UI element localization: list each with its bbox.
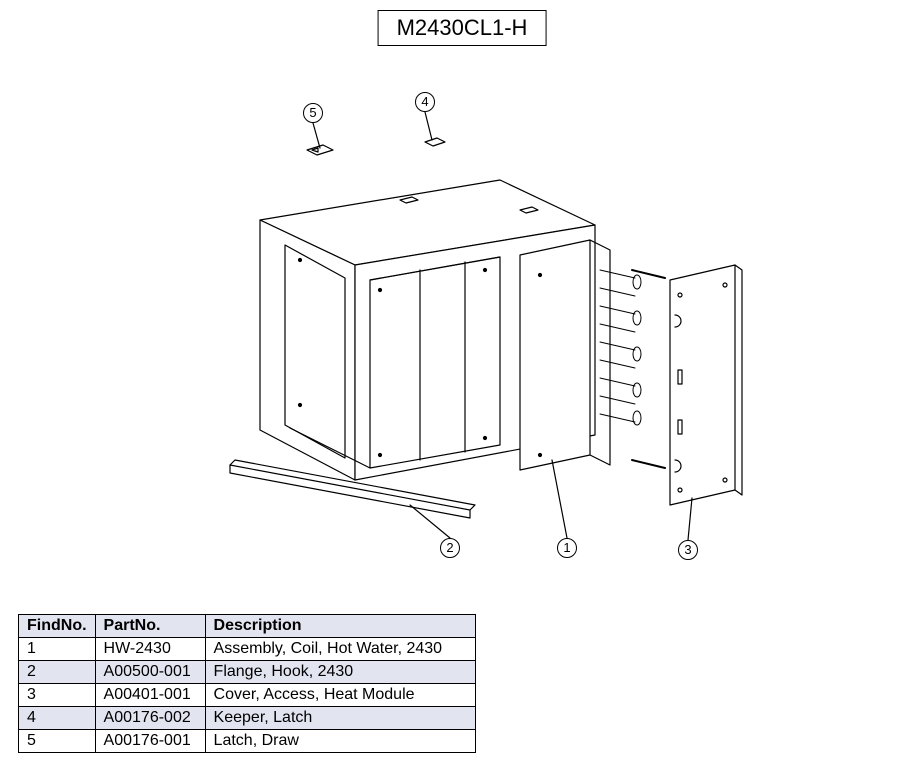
col-header-partno: PartNo. <box>95 615 205 638</box>
col-header-description: Description <box>205 615 475 638</box>
cell-find: 5 <box>19 730 96 753</box>
cell-part: A00401-001 <box>95 684 205 707</box>
cell-desc: Cover, Access, Heat Module <box>205 684 475 707</box>
cell-desc: Flange, Hook, 2430 <box>205 661 475 684</box>
callout-2: 2 <box>440 538 460 558</box>
callout-1: 1 <box>557 538 577 558</box>
callout-3: 3 <box>678 540 698 560</box>
cell-find: 1 <box>19 638 96 661</box>
exploded-diagram: 5 4 2 1 3 <box>0 60 924 600</box>
cell-desc: Latch, Draw <box>205 730 475 753</box>
diagram-svg <box>0 60 924 600</box>
cell-part: A00176-002 <box>95 707 205 730</box>
cell-find: 2 <box>19 661 96 684</box>
table-row: 2 A00500-001 Flange, Hook, 2430 <box>19 661 476 684</box>
parts-table: FindNo. PartNo. Description 1 HW-2430 As… <box>18 614 476 753</box>
table-row: 5 A00176-001 Latch, Draw <box>19 730 476 753</box>
cell-part: A00500-001 <box>95 661 205 684</box>
cell-desc: Keeper, Latch <box>205 707 475 730</box>
callout-5: 5 <box>303 103 323 123</box>
cell-find: 4 <box>19 707 96 730</box>
cell-part: A00176-001 <box>95 730 205 753</box>
model-title: M2430CL1-H <box>378 10 547 46</box>
cell-part: HW-2430 <box>95 638 205 661</box>
callout-4: 4 <box>415 92 435 112</box>
table-row: 1 HW-2430 Assembly, Coil, Hot Water, 243… <box>19 638 476 661</box>
col-header-findno: FindNo. <box>19 615 96 638</box>
table-row: 4 A00176-002 Keeper, Latch <box>19 707 476 730</box>
cell-find: 3 <box>19 684 96 707</box>
cell-desc: Assembly, Coil, Hot Water, 2430 <box>205 638 475 661</box>
table-row: 3 A00401-001 Cover, Access, Heat Module <box>19 684 476 707</box>
